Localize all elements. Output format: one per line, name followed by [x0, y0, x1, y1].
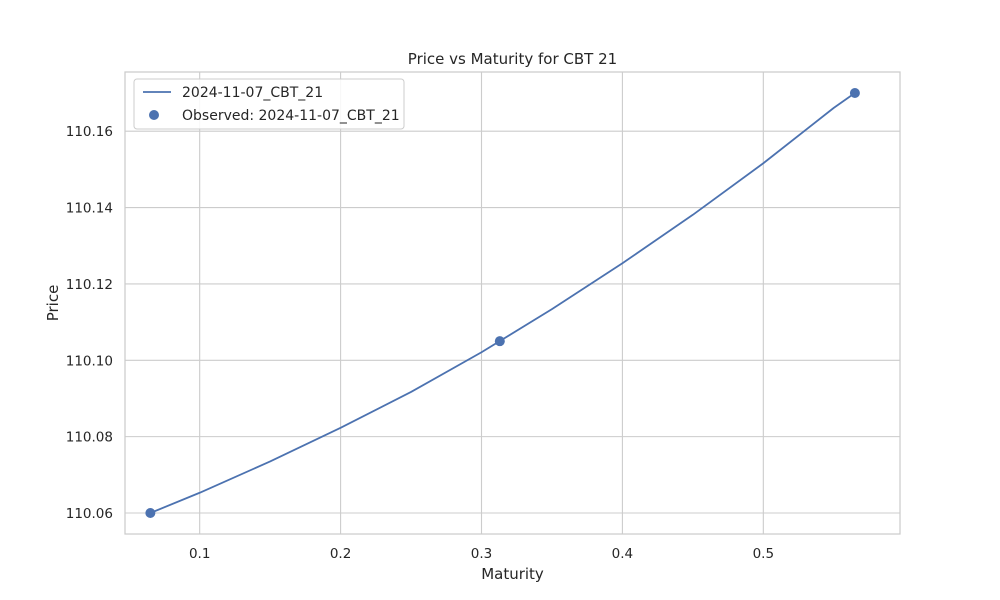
y-axis-label: Price [44, 285, 62, 322]
plot-frame [124, 71, 901, 535]
observed-point [145, 508, 156, 518]
x-tick-label: 0.4 [612, 546, 633, 562]
grid [125, 72, 900, 534]
observed-point [849, 88, 860, 98]
x-tick-label: 0.3 [471, 546, 492, 562]
series-line-0 [150, 92, 856, 514]
chart-title: Price vs Maturity for CBT 21 [408, 50, 617, 68]
axis-ticks: 0.1 0.2 0.3 0.4 0.5 110.06 110.08 110.10 110.12 1… [66, 124, 774, 562]
y-tick-label: 110.12 [66, 277, 113, 293]
x-axis-label: Maturity [481, 565, 544, 583]
legend: 2024-11-07_CBT_21 Observed: 2024-11-07_C… [133, 78, 405, 130]
y-tick-label: 110.14 [66, 201, 113, 217]
y-tick-label: 110.08 [66, 430, 113, 446]
observed-point [494, 336, 505, 347]
plot-area [145, 88, 860, 518]
x-tick-label: 0.2 [330, 546, 351, 562]
x-tick-label: 0.5 [753, 546, 774, 562]
legend-label-fitted: 2024-11-07_CBT_21 [182, 85, 323, 101]
x-tick-label: 0.1 [189, 546, 210, 562]
y-tick-label: 110.06 [66, 506, 113, 522]
y-tick-label: 110.10 [66, 353, 113, 369]
legend-marker-swatch [149, 110, 159, 120]
legend-label-observed: Observed: 2024-11-07_CBT_21 [182, 108, 400, 124]
legend-box [133, 78, 405, 130]
y-tick-label: 110.16 [66, 124, 113, 140]
